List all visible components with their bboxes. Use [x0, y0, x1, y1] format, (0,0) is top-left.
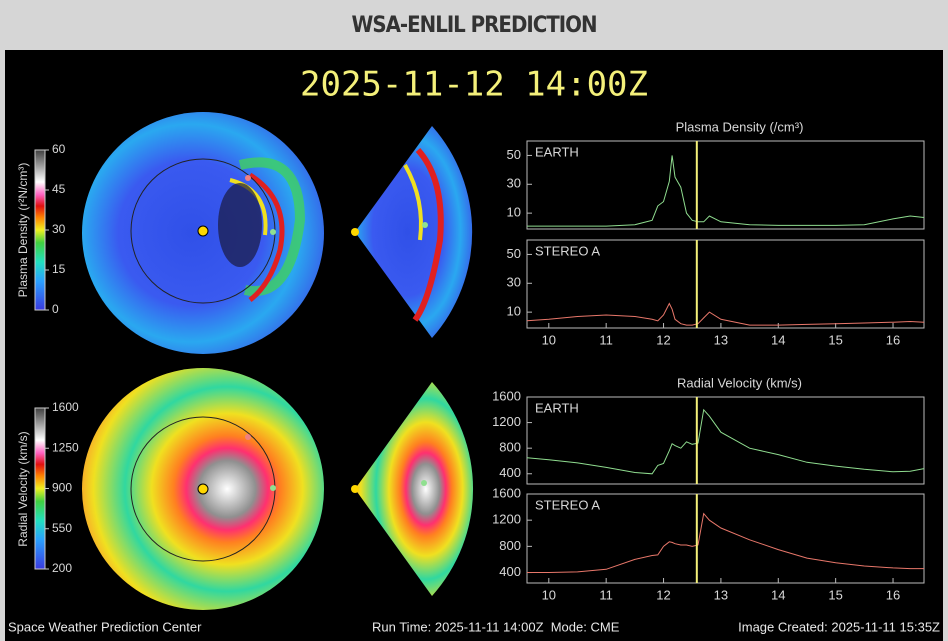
plot-area [526, 396, 925, 485]
y-tick-label: 50 [507, 246, 521, 261]
chart-title: Plasma Density (/cm³) [676, 119, 804, 134]
y-tick-label: 30 [507, 275, 521, 290]
plot-area [526, 239, 925, 329]
colorbar-tick-label: 0 [52, 302, 59, 316]
y-tick-label: 50 [507, 147, 521, 162]
colorbar-tick-label: 30 [52, 222, 66, 236]
colorbar-tick-label: 60 [52, 142, 66, 156]
series-line [527, 155, 925, 227]
y-tick-label: 800 [499, 440, 521, 455]
plot-area [526, 493, 925, 584]
y-tick-label: 1600 [492, 388, 521, 403]
x-tick-label: 14 [771, 587, 785, 602]
y-tick-label: 10 [507, 304, 521, 319]
x-tick-label: 13 [714, 587, 728, 602]
y-tick-label: 30 [507, 176, 521, 191]
colorbar-tick-label: 550 [52, 521, 72, 535]
y-tick-label: 1200 [492, 414, 521, 429]
x-tick-label: 12 [656, 332, 670, 347]
y-tick-label: 1200 [492, 512, 521, 527]
colorbar-tick-label: 1250 [52, 440, 79, 454]
y-tick-label: 1600 [492, 485, 521, 500]
y-tick-label: 800 [499, 538, 521, 553]
x-tick-label: 13 [714, 332, 728, 347]
x-tick-label: 16 [886, 332, 900, 347]
header-bar [0, 0, 948, 50]
colorbar-tick-label: 900 [52, 481, 72, 495]
x-tick-label: 10 [542, 332, 556, 347]
y-tick-label: 10 [507, 205, 521, 220]
colorbar-label: Radial Velocity (km/s) [16, 431, 30, 546]
velocity-wedge [351, 382, 474, 596]
x-tick-label: 12 [656, 587, 670, 602]
footer-right: Image Created: 2025-11-11 15:35Z [738, 619, 940, 634]
legend-label: EARTH [535, 400, 579, 415]
y-tick-label: 400 [499, 564, 521, 579]
colorbar-tick-label: 1600 [52, 400, 79, 414]
colorbar-tick-label: 15 [52, 262, 66, 276]
chart-title: Radial Velocity (km/s) [677, 375, 802, 390]
legend-label: STEREO A [535, 243, 600, 258]
timestamp: 2025-11-12 14:00Z [300, 65, 648, 105]
colorbar-label: Plasma Density (r²N/cm³) [16, 163, 30, 298]
density-map [82, 112, 324, 354]
legend-label: EARTH [535, 144, 579, 159]
x-tick-label: 16 [886, 587, 900, 602]
plot-area [526, 140, 925, 230]
y-tick-label: 400 [499, 465, 521, 480]
series-line [526, 408, 925, 475]
colorbar-tick-label: 45 [52, 182, 66, 196]
page-title: WSA-ENLIL PREDICTION [351, 13, 596, 38]
colorbar [34, 407, 46, 570]
velocity-map [82, 368, 324, 610]
density-wedge [351, 126, 473, 338]
x-tick-label: 11 [599, 587, 613, 602]
x-tick-label: 10 [542, 587, 556, 602]
footer-left: Space Weather Prediction Center [8, 619, 202, 634]
x-tick-label: 14 [771, 332, 785, 347]
x-tick-label: 11 [599, 332, 613, 347]
x-tick-label: 15 [828, 587, 842, 602]
footer-middle: Run Time: 2025-11-11 14:00Z Mode: CME [372, 619, 620, 634]
x-tick-label: 15 [828, 332, 842, 347]
series-line [526, 302, 925, 326]
colorbar [34, 149, 46, 311]
legend-label: STEREO A [535, 497, 600, 512]
series-line [527, 512, 924, 573]
colorbar-tick-label: 200 [52, 561, 72, 575]
